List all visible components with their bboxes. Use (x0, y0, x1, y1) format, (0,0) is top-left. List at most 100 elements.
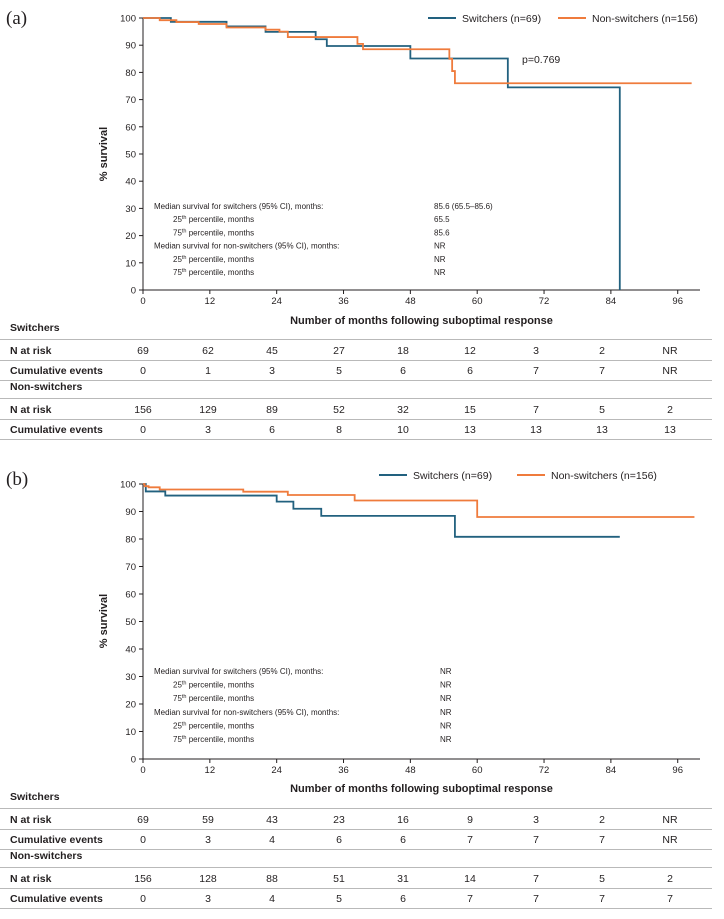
chart-b-x-axis-title: Number of months following suboptimal re… (290, 783, 553, 795)
table-cell: 1 (205, 365, 211, 377)
table-cell: 4 (269, 893, 275, 905)
table-rule (0, 380, 712, 381)
chart-a-x-tick-label: 60 (472, 296, 483, 307)
chart-b-x-tick-label: 60 (472, 765, 483, 776)
table-cell: 129 (199, 404, 217, 416)
table-cell: 7 (533, 365, 539, 377)
chart-b-median-value: NR (440, 735, 452, 744)
table-cell: 2 (667, 873, 673, 885)
table-cell: 3 (269, 365, 275, 377)
chart-a-x-tick-label: 96 (672, 296, 683, 307)
chart-a-median-label: 25th percentile, months (173, 215, 254, 224)
table-cell: 6 (400, 834, 406, 846)
table-row: Cumulative events 0 3 4 6 6 7 7 7 NR (0, 830, 724, 851)
table-cell: 10 (397, 424, 409, 436)
table-cell: 0 (140, 893, 146, 905)
table-cell: 5 (599, 404, 605, 416)
table-cell: 88 (266, 873, 278, 885)
table-cell: 9 (467, 814, 473, 826)
table-cell: 7 (533, 893, 539, 905)
chart-a: 0 10 20 30 40 50 60 70 80 90 100 0 12 24 36 48 60 72 84 96 N… (98, 13, 700, 327)
chart-b-y-tick-label: 20 (125, 700, 136, 711)
chart-b-y-tick-label: 50 (125, 617, 136, 628)
table-cell: 13 (596, 424, 608, 436)
table-cell: 3 (533, 814, 539, 826)
chart-a-median-value: 65.5 (434, 215, 450, 224)
table-cell: NR (662, 834, 678, 846)
table-row: N at risk 69 62 45 27 18 12 3 2 NR (0, 341, 724, 362)
chart-b-y-tick-label: 0 (131, 755, 136, 766)
table-cell: 6 (467, 365, 473, 377)
chart-b-median-value: NR (440, 694, 452, 703)
chart-a-y-tick-label: 40 (125, 177, 136, 188)
chart-a-x-tick-label: 84 (606, 296, 617, 307)
panel-a-label: (a) (6, 8, 28, 29)
table-cell: 31 (397, 873, 409, 885)
table-cell: 2 (599, 345, 605, 357)
chart-a-median-value: NR (434, 268, 446, 277)
chart-a-non-switchers-curve (143, 17, 692, 85)
chart-b-x-tick-label: 48 (405, 765, 416, 776)
chart-a-legend-switchers-label: Switchers (n=69) (462, 13, 541, 25)
chart-a-median-label: Median survival for non-switchers (95% C… (154, 242, 339, 251)
chart-a-median-value: NR (434, 242, 446, 251)
table-cell: 6 (269, 424, 275, 436)
table-rule (0, 360, 712, 361)
table-cell: 5 (336, 365, 342, 377)
table-cell: 6 (400, 893, 406, 905)
table-row: N at risk 156 128 88 51 31 14 7 5 2 (0, 869, 724, 890)
chart-a-median-value: 85.6 (434, 228, 450, 237)
table-cell: 8 (336, 424, 342, 436)
table-cell: 43 (266, 814, 278, 826)
table-row: Cumulative events 0 3 4 5 6 7 7 7 7 (0, 889, 724, 910)
table-cell: 156 (134, 404, 152, 416)
table-cell: 69 (137, 814, 149, 826)
chart-a-y-tick-label: 10 (125, 258, 136, 269)
table-cell: 45 (266, 345, 278, 357)
chart-a-x-tick-label: 72 (539, 296, 550, 307)
chart-a-y-tick-label: 70 (125, 95, 136, 106)
table-cell: 156 (134, 873, 152, 885)
chart-b-y-tick-label: 80 (125, 535, 136, 546)
table-rule (0, 398, 712, 399)
table-cell: 89 (266, 404, 278, 416)
table-cell: 7 (667, 893, 673, 905)
table-cell: 14 (464, 873, 476, 885)
table-cell: 0 (140, 365, 146, 377)
table-row: Cumulative events 0 3 6 8 10 13 13 13 13 (0, 420, 724, 441)
chart-b-y-tick-label: 60 (125, 590, 136, 601)
table-cell: 69 (137, 345, 149, 357)
table-cell: 7 (599, 834, 605, 846)
table-cell: NR (662, 365, 678, 377)
table-cell: NR (662, 814, 678, 826)
table-cell: 0 (140, 424, 146, 436)
chart-a-y-tick-label: 0 (131, 286, 136, 297)
chart-b-x-tick-label: 0 (140, 765, 145, 776)
chart-a-y-tick-label: 90 (125, 41, 136, 52)
chart-b-y-tick-label: 30 (125, 672, 136, 683)
risk-a-switchers-heading: Switchers (10, 322, 60, 334)
chart-b-median-value: NR (440, 708, 452, 717)
row-label: N at risk (10, 873, 52, 885)
table-rule (0, 867, 712, 868)
table-rule (0, 829, 712, 830)
table-cell: 7 (467, 834, 473, 846)
table-cell: 128 (199, 873, 217, 885)
table-cell: 13 (464, 424, 476, 436)
chart-b-non-switchers-curve (143, 483, 695, 518)
chart-a-y-tick-label: 50 (125, 150, 136, 161)
table-cell: 52 (333, 404, 345, 416)
chart-b-median-label: 75th percentile, months (173, 735, 254, 744)
table-cell: 0 (140, 834, 146, 846)
table-cell: 5 (336, 893, 342, 905)
table-rule (0, 908, 712, 909)
table-cell: 7 (599, 893, 605, 905)
chart-b-median-value: NR (440, 667, 452, 676)
table-cell: 32 (397, 404, 409, 416)
chart-b-y-tick-label: 90 (125, 507, 136, 518)
table-cell: 23 (333, 814, 345, 826)
chart-a-p-value: p=0.769 (522, 54, 560, 66)
chart-a-switchers-curve (143, 17, 621, 290)
chart-a-x-tick-label: 36 (338, 296, 349, 307)
chart-a-x-tick-label: 0 (140, 296, 145, 307)
